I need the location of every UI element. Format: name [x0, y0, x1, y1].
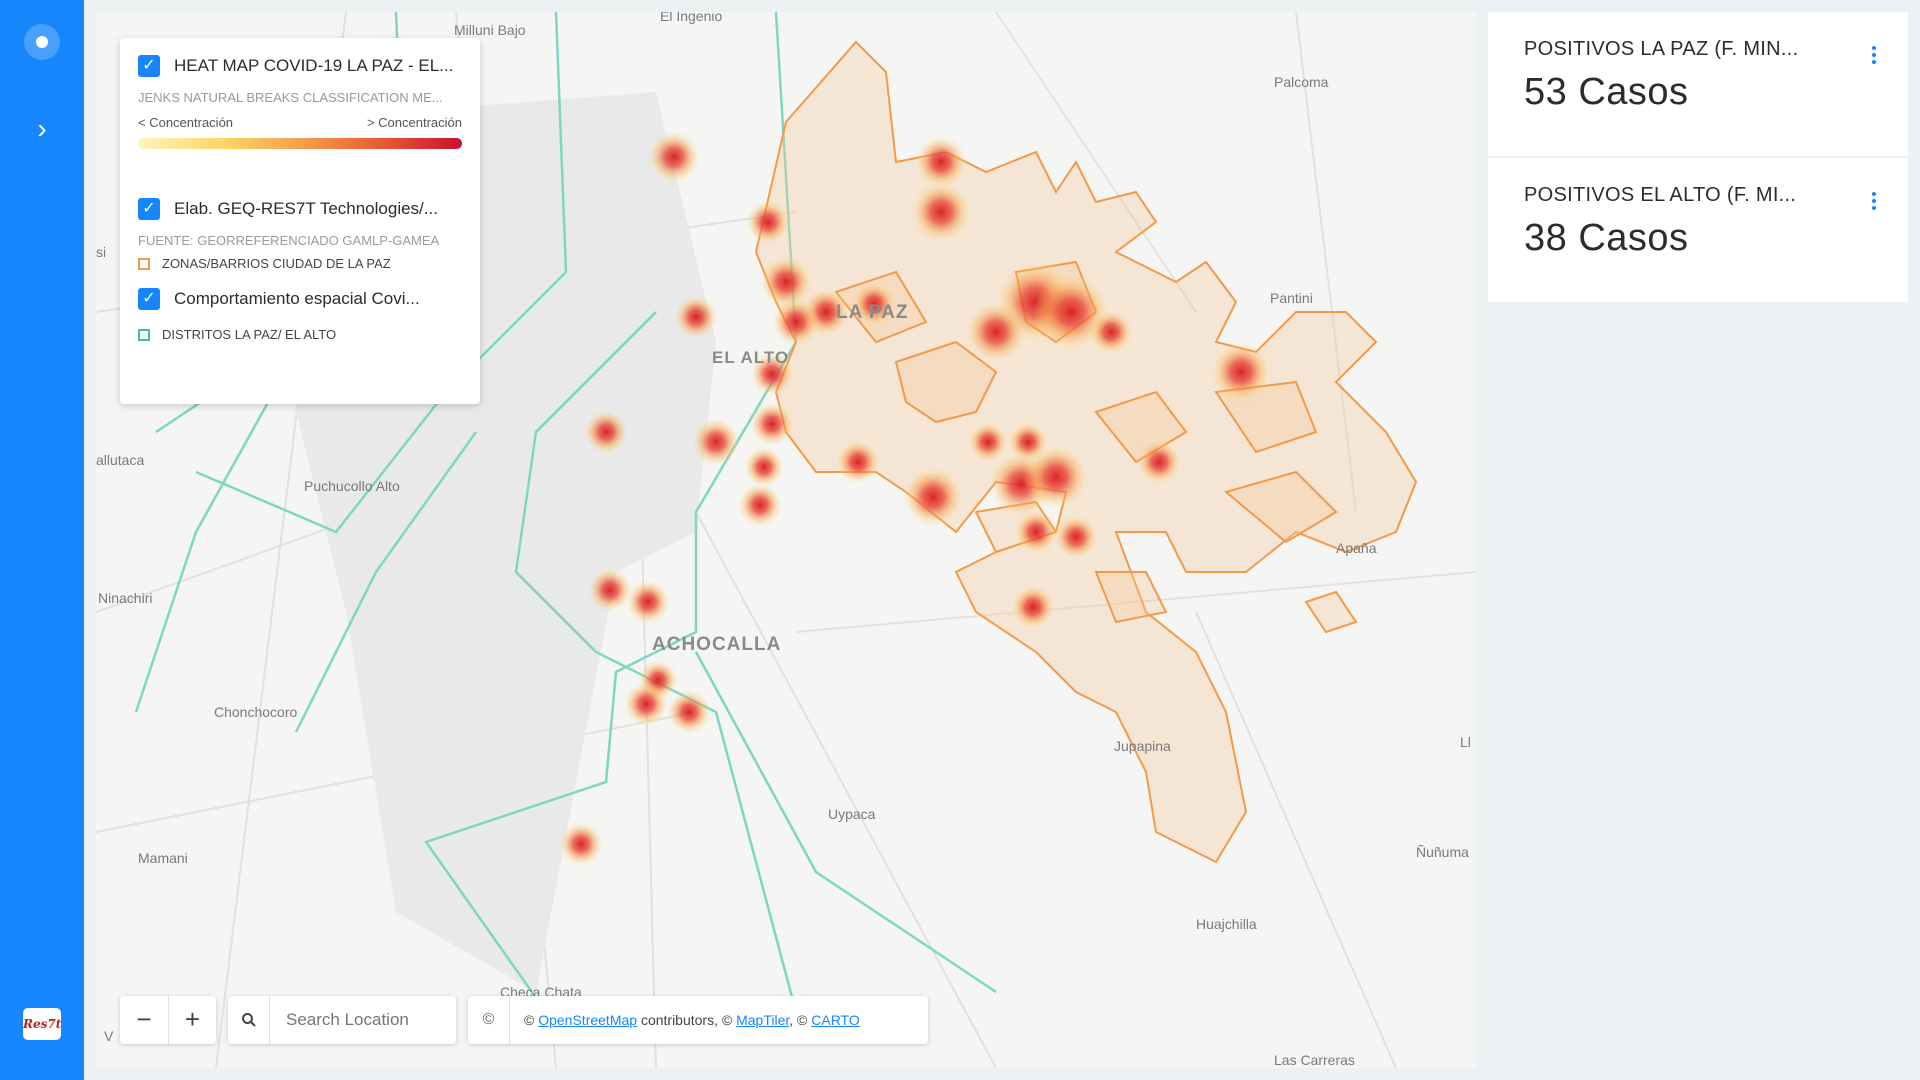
widget-positivos-la-paz: POSITIVOS LA PAZ (F. MIN... 53 Casos [1488, 12, 1908, 156]
chevron-right-icon[interactable]: › [37, 113, 47, 144]
place-label-city: LA PAZ [836, 302, 909, 323]
place-label-city: ACHOCALLA [652, 634, 782, 655]
place-label: allutaca [96, 452, 145, 468]
place-label: Apaña [1336, 540, 1377, 556]
place-label: V [104, 1028, 114, 1044]
layer3-title: Comportamiento espacial Covi... [174, 289, 420, 308]
layer1-title: HEAT MAP COVID-19 LA PAZ - EL... [174, 56, 454, 75]
layer3-checkbox[interactable]: ✓ [138, 288, 160, 310]
attribution-mid: contributors, © [637, 1012, 737, 1028]
heat-spots [559, 131, 1271, 866]
widget-value: 38 Casos [1524, 217, 1689, 259]
zoom-out-button[interactable]: − [136, 1004, 152, 1034]
concentration-high-label: > Concentración [366, 115, 462, 130]
layer-legend-panel: ✓ HEAT MAP COVID-19 LA PAZ - EL... JENKS… [120, 38, 480, 404]
zoom-in-button[interactable]: + [168, 996, 216, 1044]
maptiler-link[interactable]: MapTiler [736, 1012, 790, 1028]
place-label: Milluni Bajo [454, 22, 526, 38]
place-label: si [96, 244, 107, 260]
place-label: El Ingenio [660, 12, 723, 24]
layer2-checkbox[interactable]: ✓ [138, 198, 160, 220]
attribution-bar: © © OpenStreetMap contributors, © MapTil… [468, 996, 928, 1044]
left-rail: › Res7t [0, 0, 84, 1080]
district-swatch-icon [138, 328, 150, 341]
widget-value: 53 Casos [1524, 71, 1689, 113]
layer3-item: DISTRITOS LA PAZ/ EL ALTO [162, 327, 337, 342]
place-label: Puchucollo Alto [304, 478, 400, 494]
place-label: Jupapina [1114, 738, 1171, 754]
place-label: Las Carreras [1274, 1052, 1355, 1068]
heat-gradient-bar [138, 138, 462, 149]
place-label: Ll [1460, 734, 1471, 750]
layer2-item: ZONAS/BARRIOS CIUDAD DE LA PAZ [162, 256, 391, 271]
search-icon[interactable] [228, 996, 270, 1044]
attribution-text: © OpenStreetMap contributors, © MapTiler… [524, 1012, 860, 1028]
carto-link[interactable]: CARTO [811, 1012, 860, 1028]
place-label: Uypaca [828, 806, 876, 822]
layer1-checkbox[interactable]: ✓ [138, 55, 160, 77]
layer1-method: JENKS NATURAL BREAKS CLASSIFICATION ME..… [138, 90, 443, 105]
search-box [228, 996, 456, 1044]
kebab-menu-icon[interactable] [1870, 46, 1878, 66]
place-label-city: EL ALTO [712, 348, 790, 367]
layer2-title: Elab. GEQ-RES7T Technologies/... [174, 199, 438, 218]
place-label: Ninachiri [98, 590, 153, 606]
zoom-controls: − + [120, 996, 216, 1044]
place-label: Mamani [138, 850, 188, 866]
place-label: Pantini [1270, 290, 1313, 306]
place-label: Palcoma [1274, 74, 1329, 90]
layer2-source: FUENTE: GEORREFERENCIADO GAMLP-GAMEA [138, 233, 440, 248]
map-canvas[interactable]: Milluni Bajo El Ingenio Palcoma Pantini … [96, 12, 1476, 1068]
place-label: Ñuñuma [1416, 844, 1469, 860]
attribution-prefix: © [524, 1012, 539, 1028]
copyright-icon[interactable]: © [468, 996, 510, 1044]
res7t-logo: Res7t [23, 1008, 61, 1040]
widget-positivos-el-alto: POSITIVOS EL ALTO (F. MI... 38 Casos [1488, 158, 1908, 302]
menu-dot-icon[interactable] [24, 24, 60, 60]
concentration-low-label: < Concentración [138, 115, 234, 130]
zone-swatch-icon [138, 257, 150, 270]
attribution-sep: , © [789, 1012, 812, 1028]
place-label: Huajchilla [1196, 916, 1257, 932]
osm-link[interactable]: OpenStreetMap [538, 1012, 638, 1028]
widget-title: POSITIVOS EL ALTO (F. MI... [1524, 184, 1797, 206]
search-input[interactable] [284, 1009, 434, 1031]
kebab-menu-icon[interactable] [1870, 192, 1878, 212]
widget-title: POSITIVOS LA PAZ (F. MIN... [1524, 38, 1799, 60]
place-label: Chonchocoro [214, 704, 298, 720]
